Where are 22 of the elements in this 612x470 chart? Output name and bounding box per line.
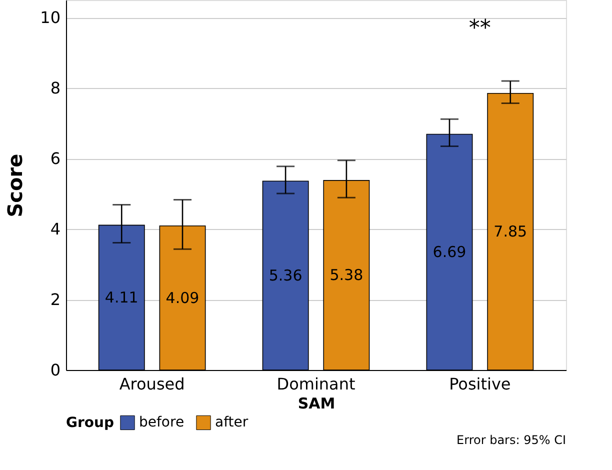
x-tick-label: Dominant [276, 374, 356, 394]
legend-label: before [139, 414, 184, 431]
y-tick-label: 0 [50, 360, 60, 380]
data-label: 5.36 [268, 266, 302, 285]
legend-label: after [215, 414, 248, 431]
data-label: 6.69 [432, 243, 466, 262]
y-tick-label: 6 [50, 149, 60, 168]
data-label: 4.09 [166, 288, 200, 307]
y-tick-label: 8 [50, 78, 60, 98]
y-tick-label: 10 [40, 8, 60, 28]
text: Error bars: 95% CI [456, 433, 566, 447]
data-label: 5.38 [330, 266, 364, 284]
x-tick-label: Positive [449, 374, 511, 394]
data-label: 4.11 [104, 288, 138, 307]
x-axis-title: SAM [298, 394, 336, 412]
legend-title: Group [66, 415, 114, 431]
data-label: 7.85 [494, 222, 528, 241]
annotation: ** [468, 16, 491, 41]
y-tick-label: 4 [50, 220, 60, 239]
y-axis-title: Score [3, 154, 28, 218]
y-tick-label: 2 [50, 290, 60, 310]
x-tick-label: Aroused [119, 374, 185, 394]
